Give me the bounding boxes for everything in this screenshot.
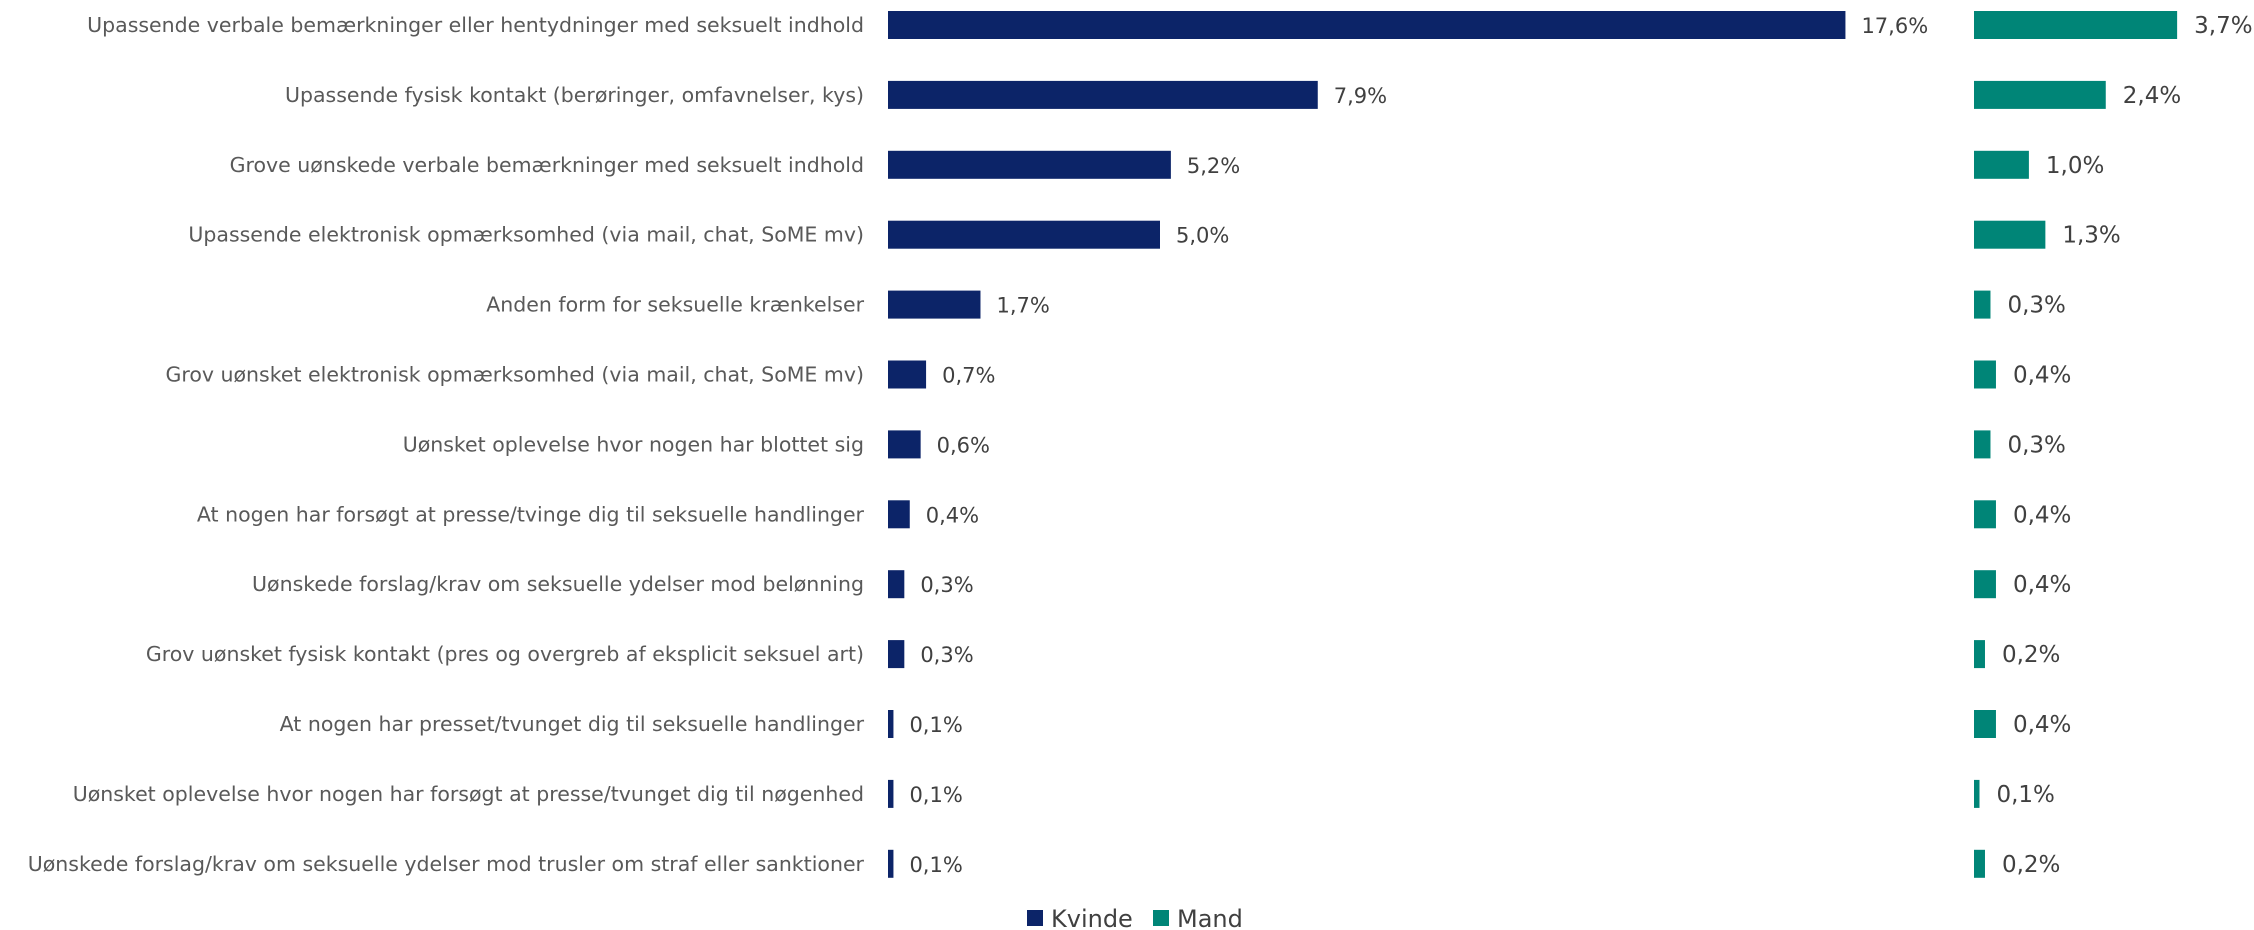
data-label-mand: 0,4% [2013, 363, 2071, 389]
bar-kvinde [888, 710, 894, 738]
legend-swatch-mand [1153, 910, 1169, 926]
bar-mand [1974, 11, 2178, 39]
data-label-kvinde: 1,7% [996, 294, 1049, 318]
data-label-kvinde: 17,6% [1861, 14, 1928, 38]
bar-kvinde [888, 500, 910, 529]
data-label-kvinde: 0,3% [920, 573, 973, 597]
data-label-mand: 0,3% [2007, 432, 2065, 458]
legend-swatch-kvinde [1027, 910, 1043, 926]
data-label-kvinde: 0,1% [909, 783, 962, 807]
category-label: Upassende fysisk kontakt (berøringer, om… [285, 83, 864, 107]
data-label-mand: 0,4% [2013, 572, 2071, 598]
category-label: Uønskede forslag/krav om seksuelle ydels… [252, 572, 864, 596]
bar-mand [1974, 150, 2029, 179]
bar-mand [1974, 290, 1991, 319]
data-label-mand: 1,0% [2046, 153, 2104, 179]
data-label-mand: 0,1% [1996, 782, 2054, 808]
data-label-mand: 0,2% [2002, 642, 2060, 668]
category-labels: Upassende verbale bemærkninger eller hen… [28, 13, 865, 876]
data-label-mand: 0,3% [2007, 293, 2065, 319]
bar-kvinde [888, 779, 894, 808]
bar-mand [1974, 80, 2106, 109]
data-label-mand: 1,3% [2062, 223, 2120, 249]
data-label-kvinde: 0,6% [937, 433, 990, 457]
data-label-mand: 3,7% [2194, 13, 2252, 39]
bar-mand [1974, 500, 1996, 529]
bar-mand [1974, 849, 1985, 878]
legend: Kvinde Mand [1027, 905, 1243, 930]
category-label: Upassende elektronisk opmærksomhed (via … [188, 223, 864, 247]
legend-label-mand: Mand [1177, 905, 1243, 930]
bar-kvinde [888, 640, 905, 669]
category-label: Grov uønsket elektronisk opmærksomhed (v… [165, 363, 864, 387]
bar-mand [1974, 570, 1996, 599]
data-label-kvinde: 0,4% [926, 503, 979, 527]
bar-kvinde [888, 150, 1171, 179]
data-label-mand: 0,4% [2013, 712, 2071, 738]
bar-kvinde [888, 290, 981, 319]
category-label: Grov uønsket fysisk kontakt (pres og ove… [146, 642, 864, 666]
legend-label-kvinde: Kvinde [1051, 905, 1133, 930]
bar-mand [1974, 710, 1996, 738]
category-label: Grove uønskede verbale bemærkninger med … [230, 153, 864, 177]
bar-mand [1974, 779, 1980, 808]
category-label: At nogen har presset/tvunget dig til sek… [280, 712, 865, 736]
bar-kvinde [888, 849, 894, 878]
bar-kvinde [888, 80, 1318, 109]
data-label-kvinde: 5,0% [1176, 224, 1229, 248]
data-label-kvinde: 0,3% [920, 643, 973, 667]
bar-kvinde [888, 360, 927, 389]
data-label-kvinde: 5,2% [1187, 154, 1240, 178]
category-label: Uønsket oplevelse hvor nogen har blottet… [403, 432, 864, 456]
data-label-kvinde: 0,1% [909, 853, 962, 877]
data-label-kvinde: 0,7% [942, 364, 995, 388]
bar-mand [1974, 430, 1991, 459]
category-label: Anden form for seksuelle krænkelser [486, 293, 864, 317]
data-label-kvinde: 7,9% [1334, 84, 1387, 108]
bar-mand [1974, 220, 2046, 249]
category-label: Uønskede forslag/krav om seksuelle ydels… [28, 852, 865, 876]
bar-mand [1974, 640, 1985, 669]
series-kvinde: 17,6% 7,9% 5,2% 5,0% 1,7% 0,7% 0,6% 0,4% 0,3% 0,3… [888, 11, 1928, 878]
category-label: Upassende verbale bemærkninger eller hen… [87, 13, 864, 37]
category-label: At nogen har forsøgt at presse/tvinge di… [197, 502, 865, 526]
series-mand: 3,7% 2,4% 1,0% 1,3% 0,3% 0,4% 0,3% 0,4% 0,4% 0,2%… [1974, 11, 2253, 878]
bar-kvinde [888, 11, 1846, 39]
data-label-kvinde: 0,1% [909, 713, 962, 737]
bar-kvinde [888, 570, 905, 599]
bar-kvinde [888, 430, 921, 459]
bar-mand [1974, 360, 1996, 389]
category-label: Uønsket oplevelse hvor nogen har forsøgt… [73, 782, 864, 806]
data-label-mand: 0,2% [2002, 852, 2060, 878]
data-label-mand: 0,4% [2013, 502, 2071, 528]
data-label-mand: 2,4% [2123, 83, 2181, 109]
bar-kvinde [888, 220, 1160, 249]
